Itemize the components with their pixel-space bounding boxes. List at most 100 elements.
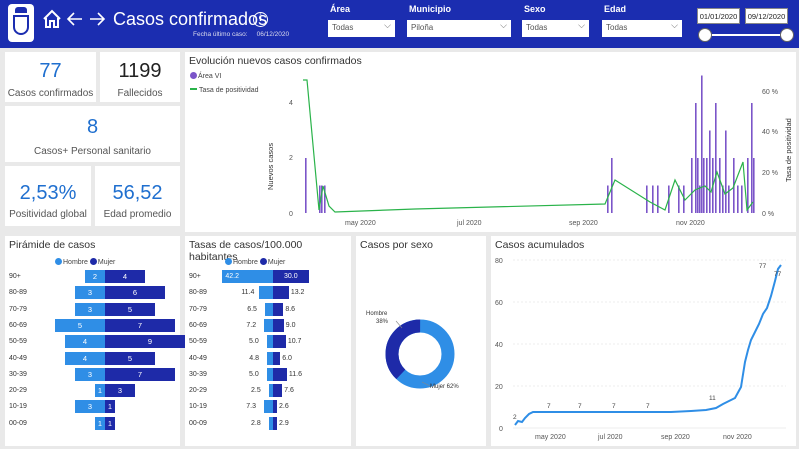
acumulados-plot: 0 20 40 60 80 may 2020 jul 2020 sep 2020…: [495, 258, 786, 441]
legend-dot: [225, 258, 232, 265]
bar-area: [701, 75, 703, 213]
sexo-filter-select[interactable]: Todas ⌵: [522, 20, 589, 37]
bar-area: [319, 185, 321, 213]
value-mujer: 8.6: [285, 305, 296, 313]
data-label: 7: [578, 403, 582, 410]
age-label: 80-89: [9, 289, 27, 297]
bar-mujer: [273, 335, 286, 349]
bar-hombre: 3: [75, 400, 105, 414]
slider-start-handle[interactable]: [698, 28, 712, 42]
value-mujer: 30.0: [284, 273, 298, 280]
positividad-line: [303, 79, 754, 213]
x-tick: may 2020: [535, 434, 566, 441]
back-arrow-icon[interactable]: [66, 9, 84, 33]
bar-area: [611, 158, 613, 213]
bar-hombre: 4: [65, 335, 105, 349]
municipio-filter-select[interactable]: Piloña ⌵: [407, 20, 511, 37]
x-tick: sep 2020: [661, 434, 690, 441]
y2-tick: 0 %: [762, 211, 774, 218]
bar-hombre: 1: [95, 384, 105, 398]
bar-area: [691, 158, 693, 213]
bar-mujer: 5: [105, 302, 155, 316]
age-label: 00-09: [9, 419, 27, 427]
y-tick: 60: [495, 300, 503, 307]
value-mujer: 7.6: [284, 387, 294, 395]
chart-title: Evolución nuevos casos confirmados: [189, 55, 362, 67]
value-hombre: 4.8: [249, 354, 259, 362]
bar-mujer: 7: [105, 318, 175, 332]
forward-arrow-icon[interactable]: [88, 9, 106, 33]
legend-area: Área VI: [190, 72, 221, 80]
value-mujer: 2.6: [279, 403, 289, 411]
age-label: 30-39: [9, 370, 27, 378]
age-label: 30-39: [189, 370, 207, 378]
kpi-value: 1199: [118, 60, 162, 82]
y-tick: 80: [495, 258, 503, 265]
bar-mujer: 4: [105, 270, 145, 283]
y-tick: 0: [499, 426, 503, 433]
date-from-input[interactable]: 01/01/2020: [697, 8, 740, 24]
bar-hombre: [222, 270, 273, 283]
bar-area: [728, 185, 730, 213]
value-hombre: 6.5: [247, 305, 257, 313]
kpi-value: 77: [39, 60, 62, 82]
date-range-slider[interactable]: [705, 34, 789, 36]
bar-hombre: 5: [55, 318, 105, 332]
bar-mujer: 3: [105, 384, 135, 398]
legend-dot: [190, 72, 197, 79]
info-icon[interactable]: i: [253, 12, 268, 27]
data-label: 7: [547, 403, 551, 410]
hombre-pct: 38%: [376, 319, 389, 325]
acumulados-card: Casos acumulados 0 20 40 60 80 may 2020 …: [491, 236, 796, 446]
acumulados-line: [514, 264, 782, 426]
bar-mujer: [273, 270, 309, 283]
age-label: 10-19: [9, 403, 27, 411]
home-icon[interactable]: [42, 9, 62, 33]
value-hombre: 2.8: [251, 419, 261, 427]
value-mujer: 10.7: [287, 338, 302, 346]
age-label: 10-19: [189, 403, 207, 411]
bar-hombre: [269, 416, 273, 430]
y-tick: 20: [495, 384, 503, 391]
value-hombre: 2.5: [251, 387, 261, 395]
bar-mujer: 1: [105, 416, 115, 430]
kpi-value: 2,53%: [19, 182, 77, 204]
x-tick: may 2020: [345, 220, 376, 227]
bar-area: [678, 185, 680, 213]
chart-title: Casos por sexo: [360, 239, 433, 251]
value-mujer: 9.0: [285, 321, 296, 329]
data-label: 7: [646, 403, 650, 410]
bar-hombre: [259, 286, 273, 300]
bar-area: [683, 185, 685, 213]
chevron-down-icon: ⌵: [384, 20, 391, 30]
bar-mujer: [273, 318, 284, 332]
bar-hombre: [264, 318, 273, 332]
donut-slice-hombre: [385, 319, 455, 389]
evolucion-plot: Nuevos casos Tasa de positividad 0 2 4 0…: [266, 75, 793, 227]
data-label: 7: [612, 403, 616, 410]
age-label: 40-49: [189, 354, 207, 362]
bar-area: [646, 185, 648, 213]
y2-tick: 60 %: [762, 89, 778, 96]
slider-end-handle[interactable]: [780, 28, 794, 42]
x-tick: jul 2020: [597, 434, 623, 441]
age-label: 40-49: [9, 354, 27, 362]
bar-area: [657, 185, 659, 213]
data-label: 11: [709, 395, 716, 402]
date-to-input[interactable]: 09/12/2020: [745, 8, 788, 24]
bar-area: [722, 185, 724, 213]
last-case-date: Fecha último caso: 06/12/2020: [193, 31, 290, 38]
bar-mujer: 5: [105, 351, 155, 365]
kpi-label: Casos confirmados: [7, 88, 94, 99]
chart-title: Pirámide de casos: [9, 239, 96, 251]
bar-mujer: 1: [105, 400, 115, 414]
kpi-label: Casos+ Personal sanitario: [33, 146, 151, 157]
area-filter-select[interactable]: Todas ⌵: [328, 20, 395, 37]
edad-filter-select[interactable]: Todas ⌵: [602, 20, 682, 37]
bar-area: [741, 185, 743, 213]
hombre-label: Hombre: [366, 311, 388, 317]
x-tick: nov 2020: [723, 434, 752, 441]
age-label: 70-79: [9, 305, 27, 313]
bar-hombre: [264, 400, 273, 414]
bar-area: [695, 103, 697, 213]
